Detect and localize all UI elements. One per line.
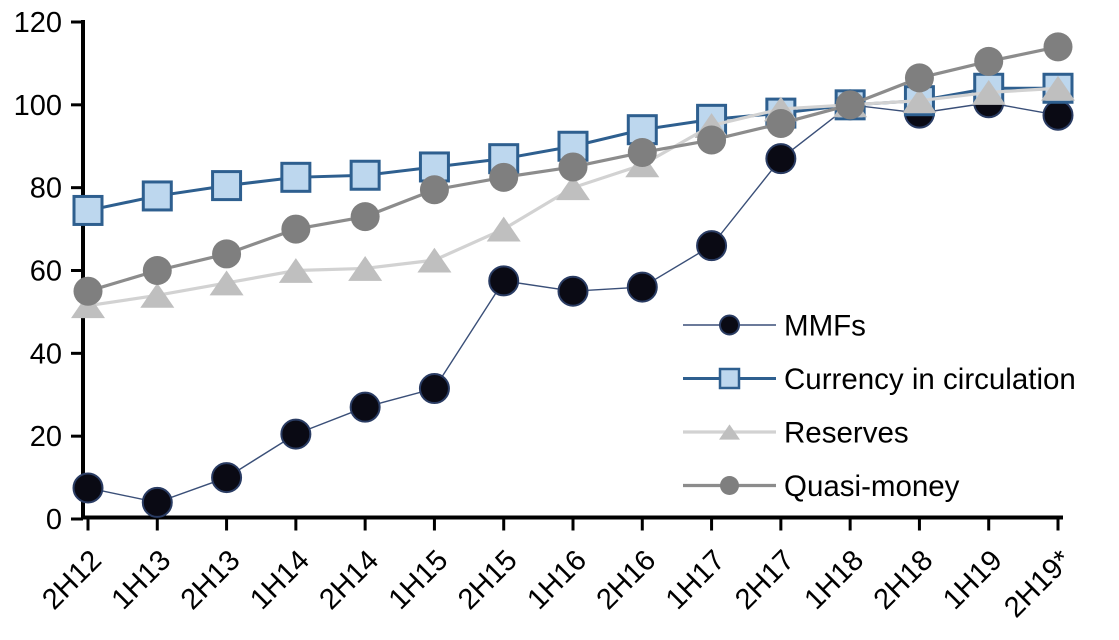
series-marker [281,214,311,244]
x-axis-tick-label: 1H19 [937,544,1009,616]
y-axis-tick-label: 100 [14,90,62,122]
x-axis-tick-label: 2H17 [729,544,801,616]
x-axis-tick-label: 1H18 [798,544,870,616]
legend-label: Currency in circulation [784,363,1076,396]
series-marker [489,162,519,192]
legend-label: Quasi-money [784,470,960,503]
legend-item: MMFs [683,310,866,343]
x-axis-tick-label: 2H16 [591,544,663,616]
legend: MMFs Currency in circulation Reserves Quasi… [683,310,1076,503]
series-marker [212,239,242,269]
x-axis-tick-label: 2H19* [998,544,1078,624]
series-marker [349,391,381,423]
series-marker [486,216,521,242]
series-marker [350,202,380,232]
x-axis-tick-label: 2H13 [175,544,247,616]
series-marker [141,486,173,518]
series-marker [835,90,865,120]
series-marker [211,170,243,202]
y-axis-tick-label: 20 [30,421,62,453]
y-axis-tick-label: 80 [30,173,62,205]
x-axis-tick-label: 2H18 [868,544,940,616]
series-marker [1043,32,1073,62]
legend-item: Currency in circulation [683,363,1076,396]
y-axis-tick-label: 120 [14,7,62,39]
legend-marker-circle [720,476,739,495]
series-marker [140,282,175,308]
series-marker [697,125,727,155]
series-marker [696,230,728,262]
legend-marker-square [718,367,741,390]
series-marker [1042,99,1074,131]
series-marker [419,175,449,205]
series-marker [556,175,590,201]
series-marker [211,462,243,494]
series-marker [766,108,796,138]
series-marker [626,271,658,303]
series-marker [209,270,244,296]
legend-item: Reserves [683,417,909,450]
x-axis-tick-label: 2H15 [452,544,524,616]
series-marker [558,152,588,182]
legend-marker-circle [719,314,740,336]
x-axis-tick-label: 2H14 [313,544,385,616]
series-quasi-money [73,32,1073,306]
series-marker [142,256,172,285]
legend-item: Quasi-money [683,470,960,503]
y-axis-tick-label: 40 [30,338,62,370]
y-axis-tick-label: 60 [30,256,62,288]
legend-marker-triangle [719,424,740,440]
series-marker [280,418,312,450]
x-axis-tick-label: 1H17 [660,544,732,616]
series-marker [974,46,1004,76]
series-marker [1041,75,1075,101]
series-marker [417,247,452,273]
series-marker [72,472,104,504]
x-axis-tick-label: 1H16 [521,544,593,616]
legend-label: MMFs [784,310,866,343]
series-marker [904,63,934,93]
legend-label: Reserves [784,417,909,450]
y-axis-tick-label: 0 [46,504,62,536]
series-marker [557,275,589,307]
series-marker [280,161,312,193]
series-marker [902,88,937,114]
series-marker [348,256,383,281]
series-marker [418,373,450,405]
x-axis-tick-label: 2H12 [36,544,108,616]
series-marker [73,276,103,306]
series-marker [765,143,797,175]
series-marker [72,194,104,226]
x-axis-tick-label: 1H15 [383,544,455,616]
series-marker [488,265,520,297]
x-axis-tick-label: 1H14 [244,544,316,616]
series-marker [971,79,1006,105]
series-marker [278,258,313,283]
series-marker [627,137,657,167]
x-axis-tick-label: 1H13 [106,544,178,616]
series-marker [349,159,381,191]
series-marker [141,180,173,212]
